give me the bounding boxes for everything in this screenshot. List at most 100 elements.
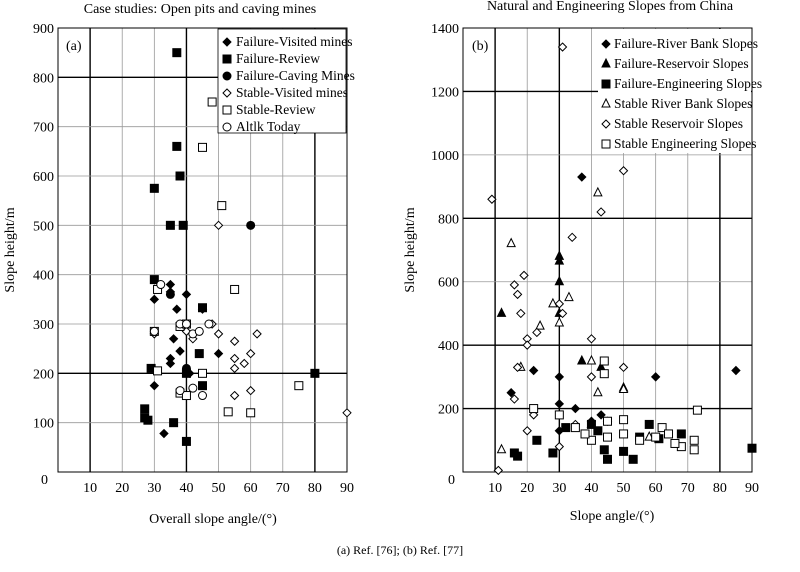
data-point — [586, 354, 597, 365]
x-tick-label: 10 — [488, 481, 502, 496]
figure-caption: (a) Ref. [76]; (b) Ref. [77] — [336, 543, 464, 557]
data-point — [528, 365, 539, 376]
x-axis-label: Overall slope angle/(°) — [149, 512, 277, 527]
data-point — [557, 42, 568, 52]
data-point — [522, 340, 532, 350]
data-point — [567, 232, 577, 243]
data-point — [603, 432, 612, 442]
y-tick-label: 400 — [438, 339, 459, 354]
x-axis-ticks: 10 20 30 40 50 60 70 80 90 — [83, 481, 354, 496]
legend-item: Stable-Visited mines — [222, 85, 348, 100]
data-point — [619, 429, 629, 439]
data-point — [747, 443, 757, 453]
data-point — [230, 284, 240, 294]
data-point — [153, 366, 163, 376]
data-point — [181, 363, 191, 373]
data-point — [217, 201, 227, 211]
data-point — [239, 358, 249, 369]
data-point — [172, 304, 182, 314]
legend-label: Failure-Visited mines — [236, 34, 353, 49]
data-point — [496, 443, 507, 454]
data-point — [554, 410, 564, 420]
data-point — [593, 186, 603, 197]
data-point — [670, 438, 680, 448]
legend-label: Stable-Review — [236, 102, 316, 117]
data-point — [213, 220, 224, 231]
data-point — [294, 381, 304, 391]
legend-label: Stable-Visited mines — [236, 85, 348, 100]
plot-frame — [57, 27, 348, 473]
data-point — [548, 448, 558, 458]
panel-a-chart: Case studies: Open pits and caving mines… — [3, 2, 355, 527]
data-point — [603, 454, 612, 464]
data-point — [586, 334, 597, 344]
series-square-filled — [140, 48, 320, 446]
legend-marker — [222, 122, 232, 132]
legend-item: Failure-Caving Mines — [222, 68, 355, 83]
x-tick-label: 80 — [308, 481, 322, 496]
legend-item: Failure-Engineering Slopes — [601, 76, 762, 91]
data-point — [487, 194, 497, 204]
data-point — [149, 183, 159, 193]
data-point — [516, 308, 526, 319]
series-square-filled — [509, 419, 757, 464]
x-axis-label: Slope angle/(°) — [570, 509, 655, 524]
data-point — [651, 432, 661, 442]
data-point — [207, 97, 217, 107]
legend: Failure-Visited mines Failure-Review Failu… — [222, 34, 355, 134]
x-tick-label: 90 — [340, 481, 354, 496]
data-point — [619, 446, 629, 456]
x-tick-label: 60 — [649, 481, 663, 496]
data-point — [194, 326, 204, 336]
legend-marker — [601, 39, 611, 49]
y-tick-label: 300 — [33, 318, 54, 333]
data-point — [593, 426, 603, 436]
data-point — [198, 368, 207, 378]
y-tick-label: 900 — [33, 22, 54, 37]
data-point — [175, 346, 185, 356]
x-tick-label: 80 — [713, 481, 727, 496]
series-circle-open — [149, 280, 214, 401]
series-circle-filled — [165, 220, 256, 373]
chart-title: Case studies: Open pits and caving mines — [84, 2, 317, 17]
data-point — [532, 327, 542, 338]
data-point — [689, 435, 699, 445]
data-point — [664, 429, 674, 439]
data-point — [188, 383, 198, 393]
data-point — [532, 435, 542, 445]
legend-marker — [601, 139, 611, 149]
data-point — [198, 391, 207, 401]
data-point — [548, 297, 558, 308]
data-point — [172, 48, 182, 58]
data-point — [140, 404, 150, 414]
legend-item: Failure-Reservoir Slopes — [601, 56, 749, 71]
data-point — [564, 291, 574, 302]
y-axis-label: Slope height/m — [3, 207, 18, 292]
x-tick-label: 30 — [552, 481, 566, 496]
data-point — [618, 383, 629, 394]
data-point — [198, 142, 207, 152]
data-point — [635, 435, 645, 445]
legend-label: Failure-Reservoir Slopes — [614, 56, 749, 71]
data-point — [554, 372, 565, 382]
y-tick-label: 500 — [33, 219, 54, 234]
data-point — [140, 413, 150, 423]
legend-marker — [601, 97, 611, 108]
data-point — [310, 368, 320, 378]
data-point — [618, 362, 629, 373]
data-point — [599, 369, 609, 379]
data-point — [554, 399, 565, 409]
legend-label: Stable Engineering Slopes — [614, 136, 756, 151]
data-point — [496, 307, 507, 317]
data-point — [519, 270, 529, 281]
data-point — [577, 172, 587, 182]
data-point — [554, 275, 565, 286]
data-point — [599, 356, 609, 366]
legend-item: Stable Engineering Slopes — [601, 136, 756, 151]
data-point — [198, 381, 207, 391]
data-point — [586, 419, 596, 429]
data-point — [554, 441, 565, 452]
x-tick-label: 70 — [681, 481, 695, 496]
data-point — [181, 319, 191, 329]
